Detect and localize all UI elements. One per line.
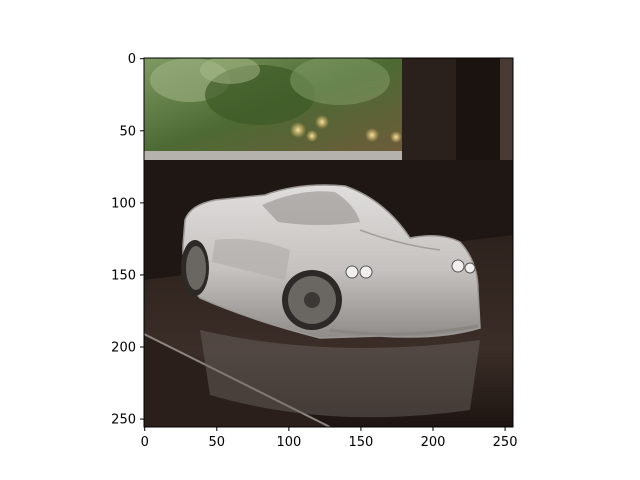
x-tick-label: 50 — [209, 435, 226, 450]
x-axis: 0 50 100 150 200 250 — [141, 427, 518, 450]
y-tick-label: 0 — [128, 52, 136, 67]
y-tick-label: 50 — [119, 124, 136, 139]
y-tick-label: 200 — [111, 341, 136, 356]
x-tick-label: 0 — [141, 435, 149, 450]
y-tick-label: 150 — [111, 268, 136, 283]
axes-frame — [143, 57, 514, 428]
car — [181, 184, 481, 339]
x-tick-label: 100 — [276, 435, 301, 450]
car-photo — [144, 58, 513, 427]
x-tick-label: 150 — [349, 435, 374, 450]
x-tick-label: 250 — [493, 435, 518, 450]
y-axis: 0 50 100 150 200 250 — [111, 52, 144, 428]
x-tick-label: 200 — [421, 435, 446, 450]
y-tick-label: 250 — [111, 413, 136, 428]
y-tick-label: 100 — [111, 196, 136, 211]
